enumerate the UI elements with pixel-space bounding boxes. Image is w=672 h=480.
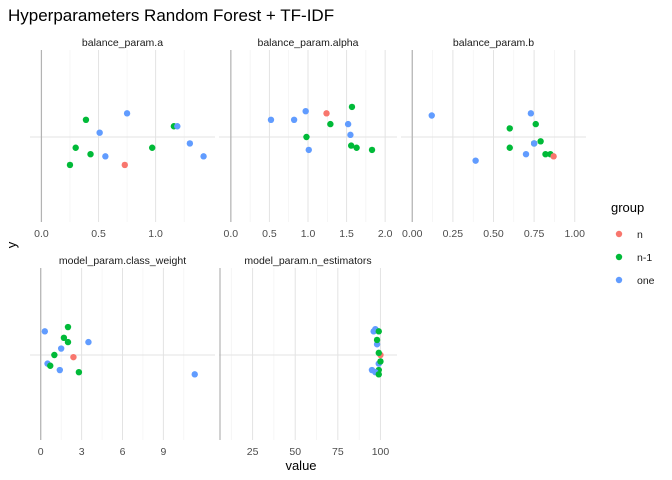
data-point-n-1 xyxy=(537,138,544,145)
data-point-n-1 xyxy=(373,336,381,344)
data-point-n-1 xyxy=(542,151,549,158)
data-point-n xyxy=(121,161,128,169)
data-point-n-1 xyxy=(47,362,54,369)
data-point-n-1 xyxy=(60,334,68,341)
x-tick-label: 0.00 xyxy=(402,228,423,240)
data-point-n-1 xyxy=(72,144,79,151)
legend-key-n xyxy=(615,230,623,238)
data-point-one xyxy=(527,110,535,117)
x-tick-label: 0.5 xyxy=(262,228,277,240)
facet-panel: model_param.n_estimators 25 50 75 100 xyxy=(219,255,397,458)
x-tick-label: 1.5 xyxy=(339,228,354,240)
data-point-n-1 xyxy=(368,146,376,154)
legend-key-n-1 xyxy=(615,253,623,261)
x-tick-label: 75 xyxy=(332,446,344,458)
x-tick-label: 0.25 xyxy=(443,228,464,240)
data-point-one xyxy=(186,140,194,147)
data-point-n xyxy=(70,353,77,361)
x-tick-label: 0.0 xyxy=(224,228,239,240)
x-tick-label: 2.0 xyxy=(378,228,393,240)
data-point-n-1 xyxy=(51,351,58,359)
data-point-n-1 xyxy=(82,116,90,124)
data-point-n-1 xyxy=(506,125,513,132)
chart-title: Hyperparameters Random Forest + TF-IDF xyxy=(8,6,334,25)
x-tick-label: 50 xyxy=(289,446,301,458)
data-point-one xyxy=(174,123,181,130)
x-tick-label: 1.0 xyxy=(301,228,316,240)
legend-label: n xyxy=(637,229,643,241)
legend-label: one xyxy=(637,275,655,287)
x-tick-label: 0.5 xyxy=(91,228,106,240)
data-point-n-1 xyxy=(327,120,334,128)
facet-strip-label: model_param.class_weight xyxy=(59,255,186,267)
facet-panel: balance_param.a 0.0 0.5 1.0 xyxy=(30,37,215,240)
x-tick-label: 0.75 xyxy=(524,228,545,240)
data-point-n-1 xyxy=(64,323,72,331)
data-point-n xyxy=(323,110,330,117)
data-point-one xyxy=(305,146,312,154)
data-point-one xyxy=(344,120,352,128)
x-tick-label: 1.0 xyxy=(148,228,163,240)
data-point-n-1 xyxy=(64,338,72,346)
data-point-n xyxy=(550,153,557,160)
facet-panel: model_param.class_weight 0 3 6 9 xyxy=(30,255,215,458)
data-point-one xyxy=(302,108,309,115)
facet-strip-label: model_param.n_estimators xyxy=(244,255,371,267)
x-tick-label: 3 xyxy=(79,446,85,458)
facet-strip-label: balance_param.alpha xyxy=(258,37,359,49)
facet-panels: balance_param.a0.0 0.5 1.0balance_param.al… xyxy=(30,37,586,458)
data-point-one xyxy=(123,110,131,117)
data-point-one xyxy=(85,338,92,346)
data-point-one xyxy=(102,153,109,160)
data-point-one xyxy=(472,157,479,164)
data-point-n-1 xyxy=(87,151,94,158)
data-point-one xyxy=(200,153,207,160)
data-point-n-1 xyxy=(303,133,310,141)
legend-key-one xyxy=(615,276,623,284)
legend: group n n-1 one xyxy=(611,200,655,287)
x-tick-label: 25 xyxy=(247,446,259,458)
data-point-n-1 xyxy=(506,144,513,151)
legend-title: group xyxy=(611,200,644,215)
x-tick-label: 1.00 xyxy=(565,228,586,240)
data-point-one xyxy=(267,116,275,124)
data-point-one xyxy=(96,129,103,136)
data-point-n-1 xyxy=(375,371,382,378)
data-point-n-1 xyxy=(348,142,355,149)
data-point-n-1 xyxy=(532,120,539,128)
facet-strip-label: balance_param.a xyxy=(82,37,163,49)
x-tick-label: 100 xyxy=(372,446,390,458)
x-tick-label: 9 xyxy=(160,446,166,458)
data-point-one xyxy=(428,112,435,119)
x-tick-label: 0.50 xyxy=(483,228,504,240)
x-tick-label: 6 xyxy=(120,446,126,458)
x-axis-label: value xyxy=(285,458,316,473)
data-point-one xyxy=(347,131,354,139)
data-point-n-1 xyxy=(348,103,356,111)
facet-panel: balance_param.b 0.00 0.25 0.50 0.75 1.00 xyxy=(401,37,586,240)
data-point-one xyxy=(530,140,538,147)
facet-strip-label: balance_param.b xyxy=(453,37,534,49)
data-point-one xyxy=(41,328,49,335)
data-point-n-1 xyxy=(148,144,156,151)
x-tick-label: 0 xyxy=(38,446,44,458)
data-point-n-1 xyxy=(375,328,382,335)
data-point-n-1 xyxy=(66,161,74,169)
y-axis-label: y xyxy=(4,241,19,248)
facet-panel: balance_param.alpha 0.0 0.5 1.0 1.5 2.0 xyxy=(219,37,397,240)
legend-label: n-1 xyxy=(637,252,652,264)
data-point-one xyxy=(290,116,298,124)
data-point-one xyxy=(522,151,530,158)
x-tick-label: 0.0 xyxy=(34,228,49,240)
data-point-one xyxy=(191,371,198,378)
data-point-n-1 xyxy=(353,144,360,151)
data-point-n-1 xyxy=(377,358,384,365)
data-point-n-1 xyxy=(75,369,83,376)
data-point-one xyxy=(56,366,64,374)
data-point-n-1 xyxy=(375,349,382,357)
data-point-one xyxy=(57,345,65,352)
